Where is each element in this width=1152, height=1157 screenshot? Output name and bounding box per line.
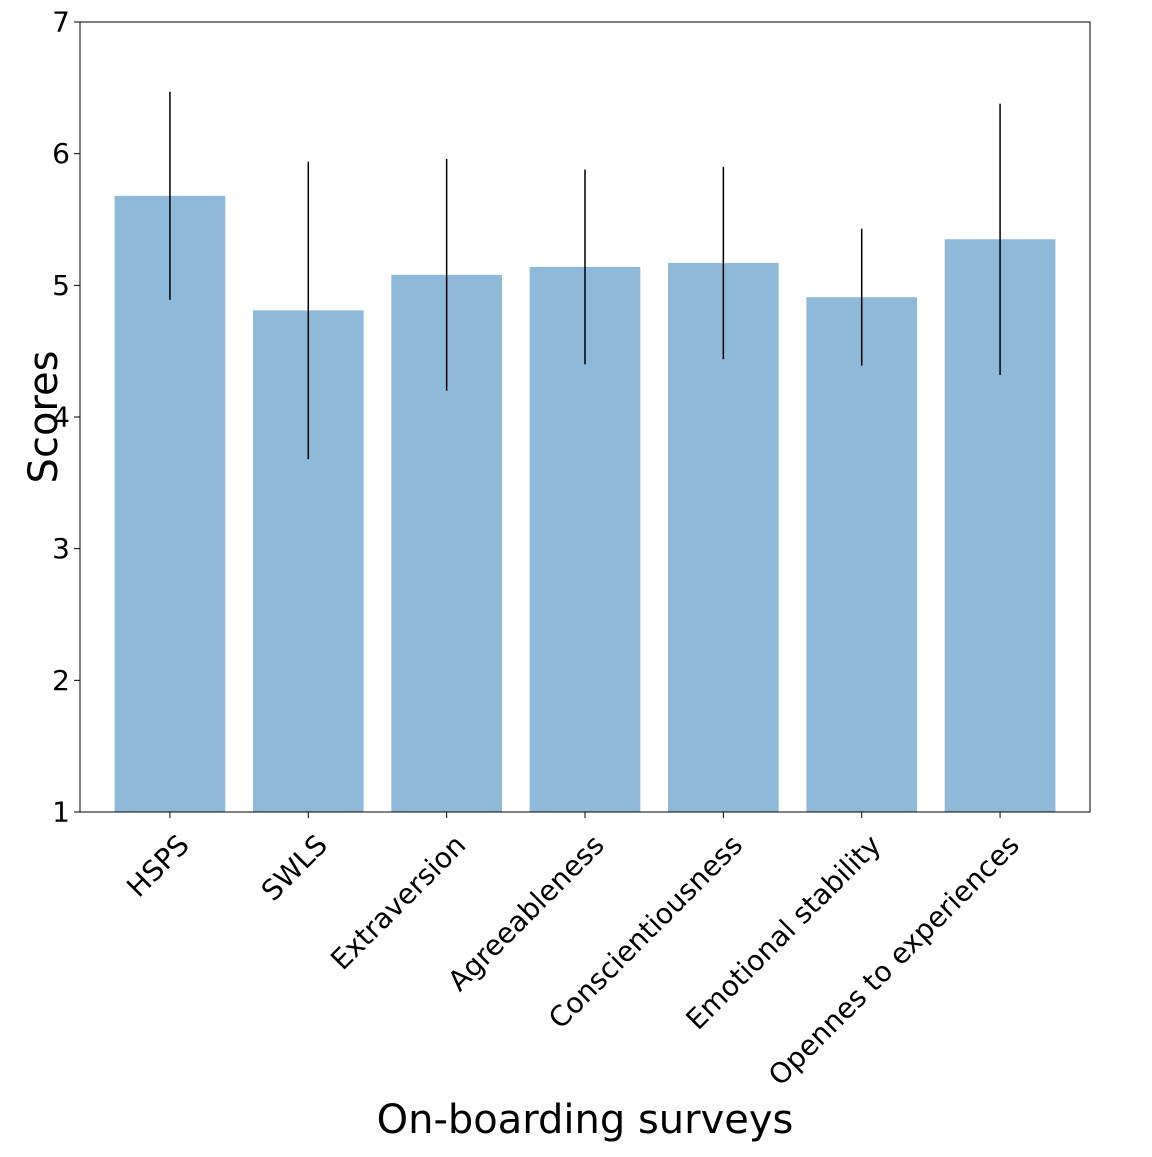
x-tick-label: Extraversion xyxy=(324,828,472,976)
x-axis: HSPS SWLSExtraversionAgreeablenessConscie… xyxy=(120,812,1026,1092)
bar xyxy=(806,297,918,812)
y-tick-label: 5 xyxy=(52,269,70,302)
x-axis-title: On-boarding surveys xyxy=(377,1097,794,1143)
y-tick-label: 7 xyxy=(52,6,70,39)
x-tick-label: HSPS xyxy=(120,828,195,903)
y-tick-label: 1 xyxy=(52,796,70,829)
y-axis: 1 2 3 4 5 6 7 xyxy=(52,6,80,829)
y-tick-label: 3 xyxy=(52,532,70,565)
y-axis-title: Scores xyxy=(21,351,67,484)
x-tick-label: Opennes to experiences xyxy=(762,828,1026,1092)
y-tick-label: 6 xyxy=(52,137,70,170)
y-tick-label: 2 xyxy=(52,664,70,697)
x-tick-label: SWLS xyxy=(255,828,334,907)
y-tick-label: 4 xyxy=(52,401,70,434)
error-bars-layer xyxy=(169,91,1001,460)
